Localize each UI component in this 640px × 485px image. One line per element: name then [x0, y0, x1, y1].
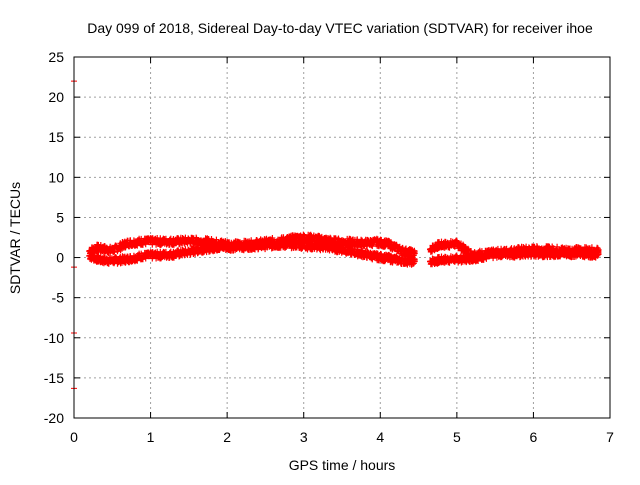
axis-ticks: 0 1 2 3 4 5 6 7 -20 -15 -10 -5 0 5 10 15 20 25	[44, 49, 614, 445]
y-tick-label: 5	[56, 209, 64, 225]
outlier-points	[71, 78, 418, 392]
x-tick-label: 4	[376, 429, 384, 445]
x-tick-label: 1	[147, 429, 155, 445]
y-tick-label: 20	[48, 89, 64, 105]
y-tick-label: 15	[48, 129, 64, 145]
x-tick-label: 2	[223, 429, 231, 445]
data-point-cloud	[427, 247, 602, 268]
grid	[74, 57, 610, 418]
plot-frame	[73, 56, 611, 419]
y-tick-label: -10	[44, 330, 64, 346]
y-tick-label: -20	[44, 410, 64, 426]
x-tick-label: 3	[300, 429, 308, 445]
series-lower-band-2	[427, 247, 602, 268]
y-tick-label: 10	[48, 169, 64, 185]
y-tick-label: 0	[56, 250, 64, 266]
chart-title: Day 099 of 2018, Sidereal Day-to-day VTE…	[87, 20, 593, 36]
series-lower-band-1	[86, 238, 418, 268]
x-tick-label: 7	[606, 429, 614, 445]
y-tick-label: -15	[44, 370, 64, 386]
y-axis-label: SDTVAR / TECUs	[7, 182, 23, 294]
x-tick-label: 0	[70, 429, 78, 445]
outlier-point	[411, 256, 418, 263]
y-tick-label: 25	[48, 49, 64, 65]
data-point-cloud	[86, 238, 418, 268]
y-tick-label: -5	[52, 290, 65, 306]
data-points	[71, 78, 602, 392]
x-tick-label: 5	[453, 429, 461, 445]
x-axis-label: GPS time / hours	[289, 457, 396, 473]
x-tick-label: 6	[530, 429, 538, 445]
